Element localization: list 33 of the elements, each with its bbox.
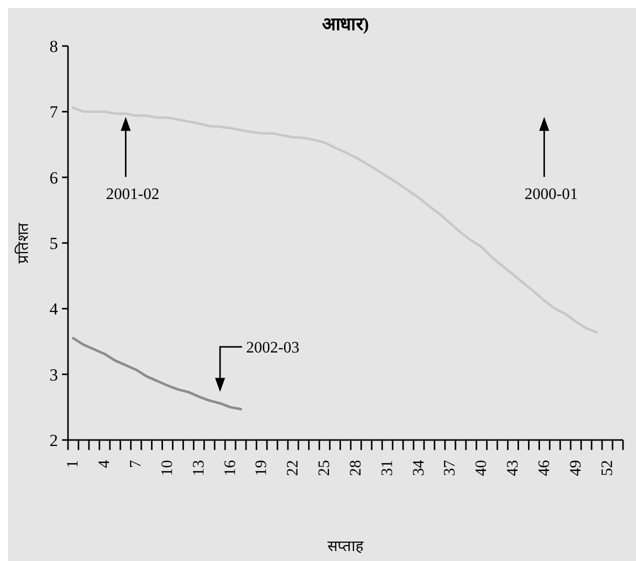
annotation: 2001-02 [106,186,160,203]
x-axis-title: सप्ताह [328,539,364,555]
x-tick-label: 4 [96,460,114,468]
x-tick-label: 19 [253,460,270,476]
annotation: 2000-01 [524,186,578,203]
x-tick-label: 31 [378,460,396,476]
y-tick-label: 5 [50,234,58,253]
y-tick-label: 6 [50,168,58,188]
chart-title: आधार) [322,14,369,34]
annotation: 2002-03 [246,340,300,357]
line-series [72,336,242,410]
y-tick-label: 8 [50,36,58,56]
x-tick-label: 49 [567,460,584,476]
y-axis-title: प्रतिशत [14,222,32,264]
x-tick-label: 43 [504,460,522,476]
x-tick-label: 13 [190,460,208,476]
x-tick-label: 46 [536,460,553,476]
x-tick-label: 25 [316,460,334,476]
line-series [72,106,598,334]
x-tick-label: 37 [442,460,459,476]
x-tick-label: 34 [410,460,428,476]
x-tick-label: 40 [473,460,490,476]
x-tick-label: 28 [347,460,364,476]
x-tick-label: 7 [128,460,145,468]
y-tick-label: 7 [50,102,58,122]
y-tick-label: 3 [50,365,58,384]
y-tick-label: 2 [50,430,58,450]
x-tick-label: 16 [222,460,239,476]
x-tick-label: 22 [284,460,302,476]
x-tick-label: 1 [64,460,82,468]
y-tick-label: 4 [50,300,58,319]
x-tick-label: 10 [158,460,176,476]
x-tick-label: 52 [598,460,616,476]
